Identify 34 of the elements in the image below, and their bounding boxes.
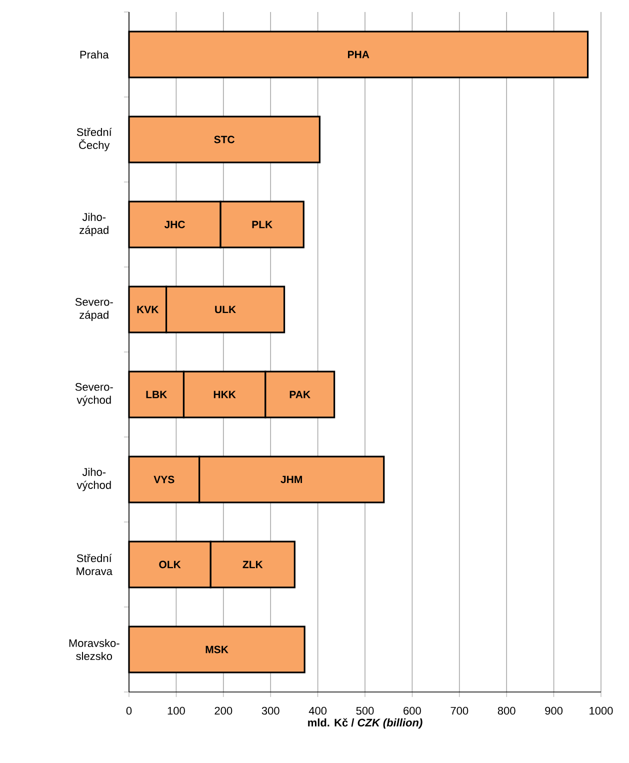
data-label: ULK	[215, 306, 236, 314]
x-tick-label: 100	[168, 706, 185, 715]
x-tick-label: 0	[126, 706, 132, 715]
y-tick-label: Jiho-východ	[76, 468, 111, 492]
data-label: JHC	[164, 220, 185, 228]
y-tick-label: Střední Čechy	[76, 128, 112, 152]
data-label: OLK	[159, 560, 181, 568]
data-label: KVK	[137, 306, 159, 314]
x-tick-label: 700	[450, 706, 468, 715]
y-tick-label: Severo-západ	[75, 298, 113, 321]
x-tick-label: 800	[498, 706, 516, 715]
x-tick-label: 1000	[590, 706, 613, 715]
x-tick-label: 400	[308, 706, 327, 715]
x-tick-label: 200	[214, 706, 232, 715]
x-tick-label: 300	[262, 706, 280, 715]
data-label: MSK	[206, 646, 228, 654]
data-label: STC	[214, 136, 235, 144]
y-tick-label: Střední Morava	[76, 554, 112, 576]
data-label: VYS	[154, 476, 174, 484]
data-label: PLK	[252, 220, 272, 228]
x-tick-label: 500	[356, 706, 374, 715]
x-tick-label: 600	[404, 706, 421, 715]
y-tick-label: Jiho-západ	[80, 212, 108, 236]
data-label: LBK	[146, 390, 168, 398]
data-label: ZLK	[242, 560, 263, 568]
data-label: PHA	[348, 50, 370, 58]
x-axis-title: mld. Kč / CZK (billion)	[308, 718, 422, 729]
data-label: JHM	[280, 476, 302, 484]
y-tick-label: Severo-východ	[75, 383, 113, 406]
data-label: HKK	[214, 390, 236, 398]
x-tick-label: 900	[545, 706, 563, 715]
y-tick-label: Moravsko-slezsko	[69, 638, 120, 660]
data-label: PAK	[290, 390, 310, 398]
y-tick-label: Praha	[80, 50, 109, 59]
